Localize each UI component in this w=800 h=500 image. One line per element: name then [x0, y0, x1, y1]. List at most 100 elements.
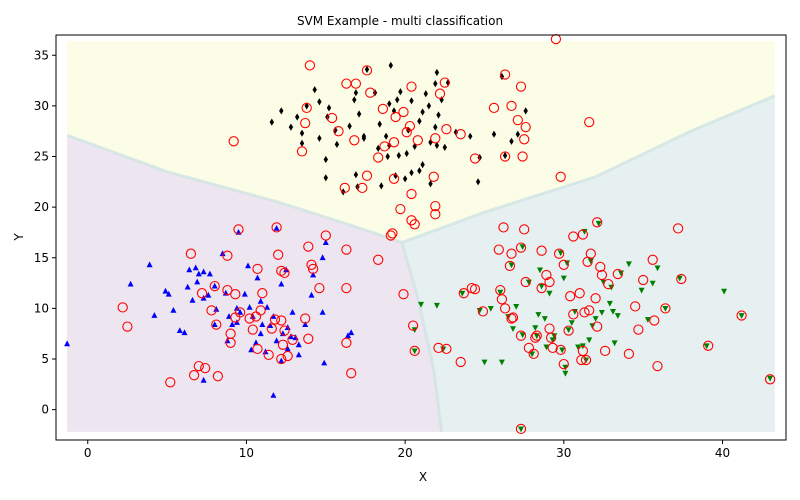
support-vector: [395, 203, 406, 215]
data-point-diamond: [502, 151, 508, 160]
support-vector: [269, 314, 281, 325]
support-vector: [498, 222, 509, 233]
support-vector: [582, 256, 593, 267]
data-point-diamond: [383, 132, 389, 140]
support-vector: [252, 263, 263, 275]
data-point-triangle-up: [295, 351, 302, 358]
data-point-triangle-down: [606, 300, 613, 307]
data-point-triangle-down: [564, 260, 570, 267]
support-vector: [373, 152, 384, 163]
support-vector: [296, 146, 308, 157]
data-point-triangle-down: [767, 375, 774, 382]
support-vector: [596, 269, 608, 281]
data-point-triangle-up: [194, 278, 201, 285]
data-point-triangle-down: [614, 313, 621, 319]
data-point-triangle-down: [562, 370, 569, 377]
data-point-triangle-up: [151, 312, 158, 318]
data-point-diamond: [353, 89, 359, 97]
support-vector: [388, 137, 400, 148]
support-vector: [303, 241, 314, 252]
data-point-diamond: [420, 161, 425, 169]
data-point-triangle-up: [319, 309, 326, 315]
support-vector: [401, 127, 412, 138]
data-point-triangle-up: [200, 376, 207, 383]
support-vector: [520, 121, 531, 133]
support-vector: [515, 242, 527, 253]
data-point-triangle-down: [644, 317, 651, 323]
support-vector: [277, 339, 289, 350]
support-vector: [764, 374, 776, 385]
support-vector: [553, 248, 565, 259]
support-vector: [301, 102, 312, 114]
support-vector: [555, 171, 566, 182]
support-vector: [276, 265, 287, 277]
support-vector: [387, 228, 398, 239]
data-point-triangle-up: [319, 254, 326, 261]
data-point-triangle-up: [270, 313, 277, 319]
data-point-triangle-up: [295, 341, 302, 348]
y-tick-label: 35: [34, 48, 49, 62]
data-point-diamond: [312, 86, 317, 94]
data-point-triangle-down: [538, 283, 545, 290]
support-vector: [515, 81, 527, 92]
data-point-diamond: [317, 98, 322, 106]
x-tick-label: 20: [397, 446, 412, 460]
data-point-diamond: [334, 140, 340, 148]
data-point-triangle-up: [127, 280, 134, 287]
data-point-triangle-up: [254, 274, 261, 281]
support-vector: [349, 135, 360, 146]
data-point-triangle-up: [345, 332, 351, 339]
support-vector: [647, 254, 658, 265]
support-vector: [346, 368, 357, 379]
support-vector: [212, 371, 224, 382]
support-vector: [320, 230, 331, 241]
support-vector: [404, 120, 416, 132]
decision-boundary: [400, 242, 444, 433]
support-vector: [388, 173, 400, 184]
data-point-diamond: [385, 152, 390, 161]
support-vector: [430, 200, 441, 212]
data-point-diamond: [304, 102, 309, 110]
support-vector: [568, 231, 579, 242]
support-vector: [276, 315, 287, 326]
support-vector: [515, 423, 527, 435]
data-point-diamond: [402, 175, 408, 183]
data-point-triangle-down: [518, 426, 524, 433]
data-point-triangle-up: [257, 297, 264, 304]
support-vector: [287, 334, 298, 345]
data-points: [64, 61, 774, 433]
data-point-diamond: [356, 110, 362, 118]
data-point-triangle-up: [270, 392, 277, 398]
support-vector: [407, 320, 419, 331]
data-point-triangle-up: [181, 329, 188, 336]
data-point-triangle-up: [287, 333, 294, 340]
data-point-triangle-up: [289, 309, 296, 315]
data-point-diamond: [491, 130, 497, 138]
x-tick-label: 0: [84, 446, 92, 460]
data-point-triangle-down: [537, 267, 543, 274]
support-vector: [211, 319, 222, 330]
data-point-diamond: [376, 144, 381, 152]
data-point-triangle-up: [186, 266, 193, 273]
support-vector: [584, 305, 595, 316]
x-tick-label: 40: [715, 446, 730, 460]
support-vector: [530, 332, 541, 343]
data-point-diamond: [434, 141, 440, 149]
plot-frame: [55, 34, 787, 441]
data-point-triangle-up: [211, 321, 218, 327]
data-point-diamond: [515, 130, 520, 138]
support-vector: [230, 289, 241, 300]
data-point-triangle-down: [543, 344, 550, 351]
support-vector: [458, 288, 469, 299]
support-vector: [365, 87, 376, 98]
support-vector: [504, 260, 516, 272]
support-vector: [377, 103, 389, 115]
data-point-triangle-up: [184, 283, 191, 290]
support-vector: [703, 340, 714, 351]
data-point-triangle-up: [192, 264, 199, 271]
support-vector: [406, 81, 417, 92]
support-vector: [279, 267, 290, 279]
support-vector: [579, 307, 590, 318]
data-point-diamond: [388, 61, 393, 69]
support-vector: [672, 223, 684, 234]
